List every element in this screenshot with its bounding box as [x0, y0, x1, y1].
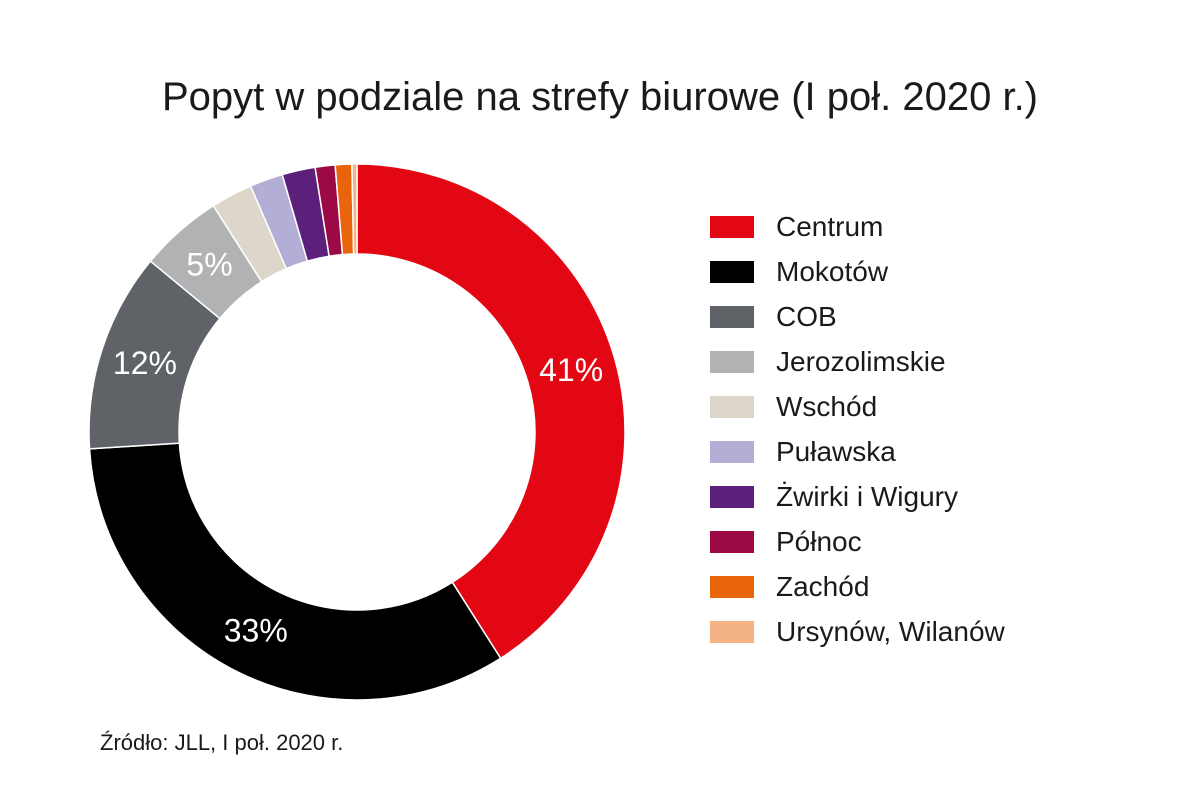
legend-swatch	[710, 440, 754, 463]
donut-labels: 41% 33% 12% 5%	[113, 247, 603, 649]
legend-item-centrum: Centrum	[710, 204, 1005, 249]
legend-swatch	[710, 350, 754, 373]
legend-label: Żwirki i Wigury	[776, 480, 958, 512]
legend-swatch	[710, 530, 754, 553]
legend-label: Mokotów	[776, 255, 889, 287]
legend-label: Ursynów, Wilanów	[776, 615, 1005, 647]
legend-item-jerozolimskie: Jerozolimskie	[710, 339, 1005, 384]
legend-item-mokotow: Mokotów	[710, 249, 1005, 294]
legend-swatch	[710, 260, 754, 283]
legend-item-pu-awska: Puławska	[710, 429, 1005, 474]
data-label-cob: 12%	[113, 345, 177, 381]
legend-item-cob: COB	[710, 294, 1005, 339]
legend-label: Centrum	[776, 210, 884, 242]
slice-centrum	[356, 163, 626, 660]
legend-label: Puławska	[776, 435, 896, 467]
legend-swatch	[710, 575, 754, 598]
legend-label: Jerozolimskie	[776, 345, 946, 377]
legend-swatch	[710, 485, 754, 508]
slice-mokotow	[88, 442, 502, 701]
legend-label: Zachód	[776, 570, 870, 602]
legend-swatch	[710, 620, 754, 643]
legend-label: Wschód	[776, 390, 878, 422]
legend-swatch	[710, 305, 754, 328]
legend-item-po-noc: Północ	[710, 519, 1005, 564]
chart-title: Popyt w podziale na strefy biurowe (I po…	[161, 74, 1038, 119]
source-note: Źródło: JLL, I poł. 2020 r.	[100, 730, 344, 755]
legend: Centrum Mokotów COB Jerozolimskie Wschód Puła…	[710, 204, 1005, 654]
slice-ursynow-wilanow	[351, 163, 358, 255]
legend-label: Północ	[776, 525, 862, 557]
legend-item-ursynow-wilanow: Ursynów, Wilanów	[710, 609, 1005, 654]
legend-item-zachod: Zachód	[710, 564, 1005, 609]
data-label-mokotow: 33%	[224, 613, 288, 649]
legend-swatch	[710, 395, 754, 418]
donut-slices	[88, 163, 626, 701]
legend-label: COB	[776, 300, 837, 332]
legend-swatch	[710, 215, 754, 238]
data-label-centrum: 41%	[539, 352, 603, 388]
legend-item-wschod: Wschód	[710, 384, 1005, 429]
data-label-jerozolimskie: 5%	[186, 247, 232, 283]
legend-item-zwirki-i-wigury: Żwirki i Wigury	[710, 474, 1005, 519]
